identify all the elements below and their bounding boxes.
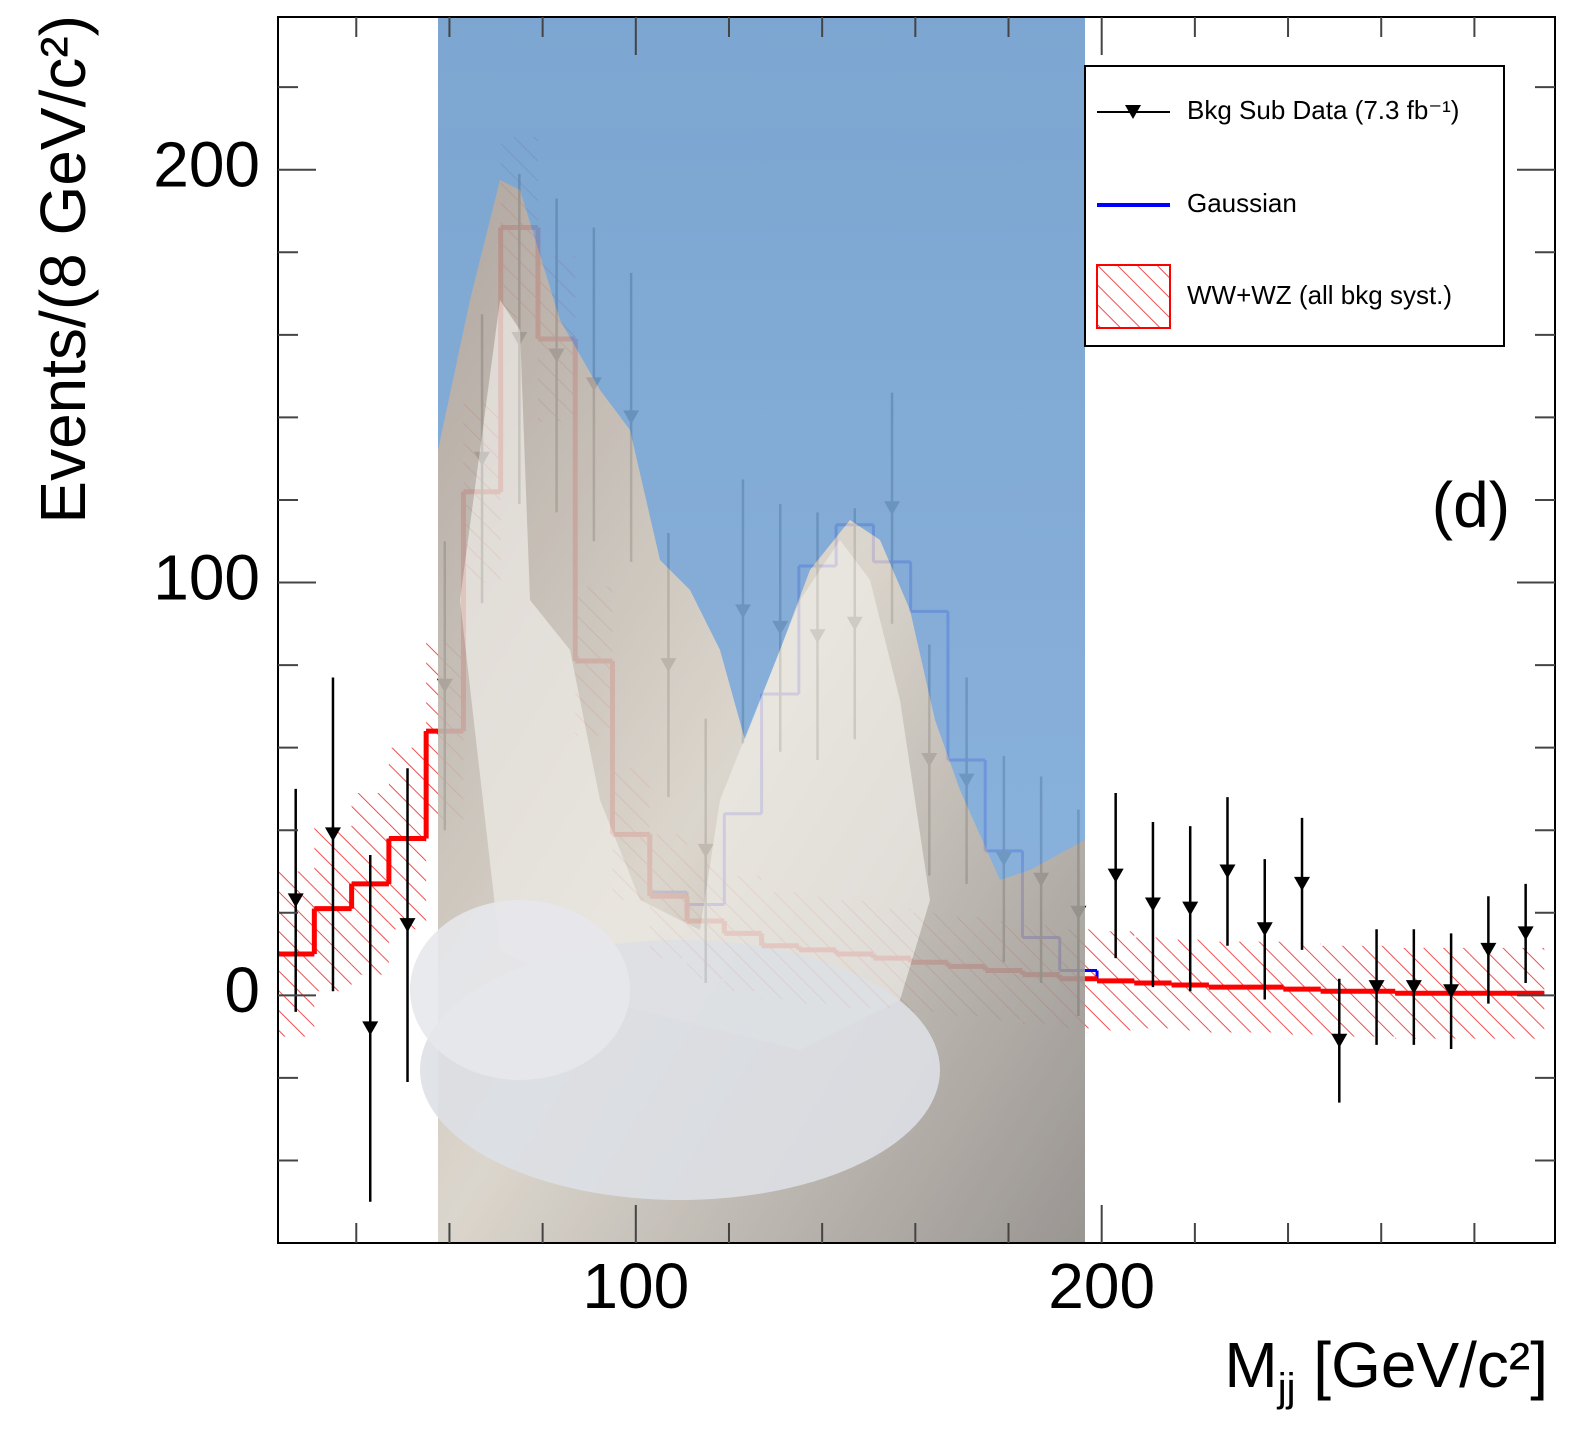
photo-overlay [410, 17, 1085, 1243]
data-point [1219, 864, 1236, 879]
data-point [1331, 1033, 1348, 1048]
plot-frame [277, 16, 1556, 1244]
front: 0 100 200 100 200 Events/(8 GeV/c²) Mjj [GeV/c… [27, 15, 1556, 1410]
legend-label: WW+WZ (all bkg syst.) [1187, 280, 1452, 310]
x-tick-label: 100 [582, 1250, 689, 1322]
data-point [1368, 980, 1385, 995]
data-point [1107, 868, 1124, 883]
x-axis-title-part: [GeV/c²] [1296, 1329, 1549, 1401]
data-point [1517, 926, 1534, 941]
data-point [1294, 876, 1311, 891]
x-tick-label: 200 [1048, 1250, 1155, 1322]
legend-swatch [1096, 264, 1171, 329]
x-axis-title-part: M [1224, 1329, 1277, 1401]
legend-label: Bkg Sub Data (7.3 fb⁻¹) [1187, 95, 1459, 125]
data-point [324, 827, 341, 842]
y-tick-label: 100 [153, 541, 260, 613]
y-axis-title: Events/(8 GeV/c²) [27, 15, 99, 524]
data-point [1480, 942, 1497, 957]
data-point [1144, 897, 1161, 912]
annotation: (d) [1432, 469, 1510, 541]
data-point [1443, 984, 1460, 999]
data-point [362, 1021, 379, 1036]
data-point [1256, 922, 1273, 937]
data-point [1182, 901, 1199, 916]
data-point [399, 918, 416, 933]
data-point [1405, 980, 1422, 995]
x-axis-title: Mjj [GeV/c²] [1224, 1329, 1548, 1410]
y-tick-label: 0 [224, 954, 260, 1026]
data-point [287, 893, 304, 908]
y-tick-label: 200 [153, 129, 260, 201]
legend-marker [1125, 105, 1141, 119]
legend-label: Gaussian [1187, 188, 1297, 218]
x-axis-title-part: jj [1277, 1366, 1296, 1410]
